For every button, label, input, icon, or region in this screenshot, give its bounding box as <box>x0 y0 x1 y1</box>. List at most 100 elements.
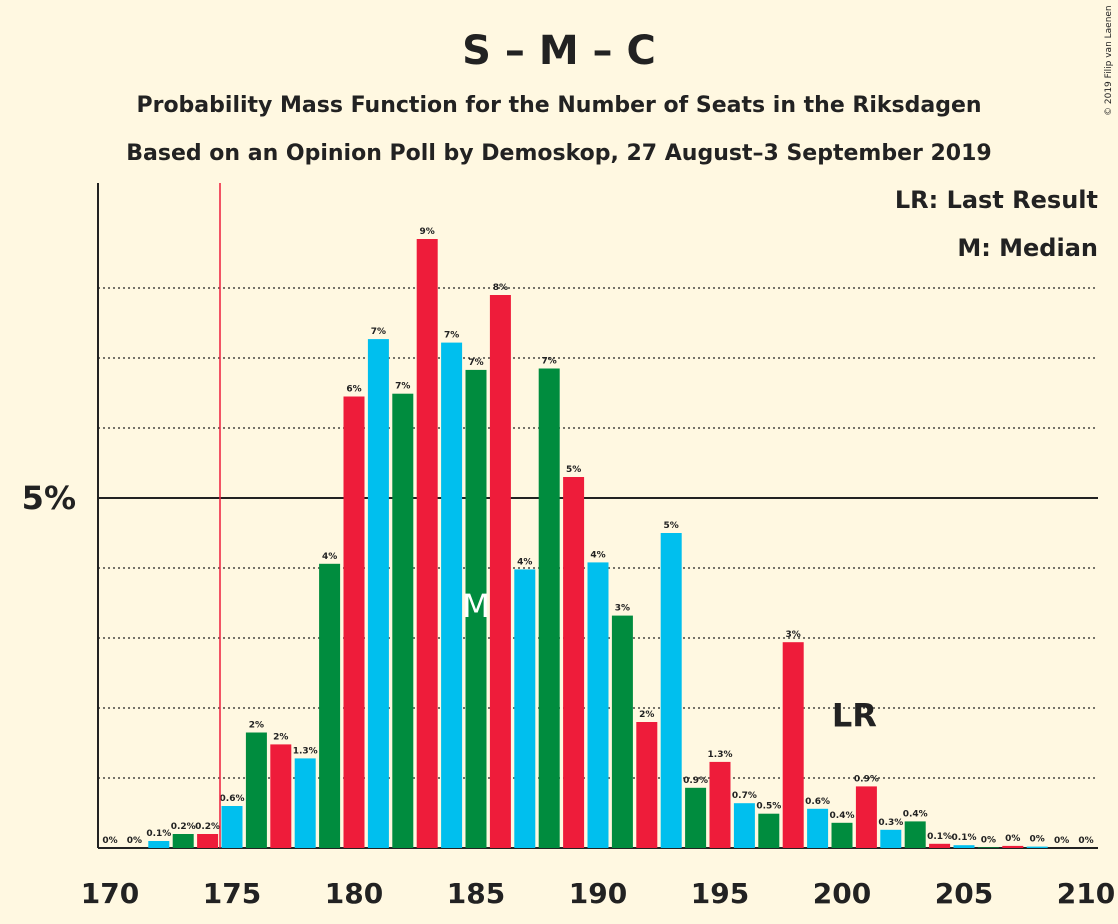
x-tick-180: 180 <box>325 877 383 910</box>
bar-label-seat-175: 0.6% <box>220 794 245 804</box>
bar-seat-177 <box>270 744 292 848</box>
bar-seat-189 <box>563 477 585 848</box>
bar-label-seat-177: 2% <box>273 732 288 742</box>
bar-label-seat-170: 0% <box>102 836 117 846</box>
bar-seat-185 <box>465 369 487 848</box>
bar-seat-191 <box>611 615 633 848</box>
bar-label-seat-182: 7% <box>395 382 410 392</box>
x-tick-170: 170 <box>81 877 139 910</box>
x-tick-195: 195 <box>691 877 749 910</box>
bar-label-seat-192: 2% <box>639 710 654 720</box>
bar-label-seat-187: 4% <box>517 557 532 567</box>
bar-label-seat-174: 0.2% <box>195 822 220 832</box>
bar-labels-group: 0% 0%0.1%0.2% 0.2%0.6%2%2%1.3%4%6%7%7%9%7%… <box>102 227 1093 846</box>
bar-seat-186 <box>489 295 511 848</box>
copyright-note: © 2019 Filip van Laenen <box>1104 5 1114 116</box>
median-marker: M <box>462 587 490 625</box>
bar-seat-175 <box>221 806 243 848</box>
legend-last-result: LR: Last Result <box>895 186 1098 214</box>
bar-seat-195 <box>709 761 731 848</box>
bar-seat-194 <box>685 787 707 848</box>
bar-label-seat-178: 1.3% <box>293 746 318 756</box>
bar-seat-203 <box>904 821 926 848</box>
bar-label-seat-198: 3% <box>786 630 801 640</box>
bar-label-seat-204: 0.1% <box>927 832 952 842</box>
bar-seat-182 <box>392 393 414 848</box>
bar-label-seat-201: 0.9% <box>854 774 879 784</box>
y-tick-label-5-percent: 5% <box>22 479 76 517</box>
bar-label-seat-206: 0% <box>981 835 996 845</box>
bar-label-seat-183: 9% <box>420 227 435 237</box>
bar-label-seat-208: 0% <box>1030 835 1045 845</box>
bar-label-seat-199: 0.6% <box>805 797 830 807</box>
bar-seat-192 <box>636 722 658 848</box>
bar-label-seat-197: 0.5% <box>756 802 781 812</box>
bar-seat-187 <box>514 569 536 848</box>
chart-title: S – M – C <box>462 28 656 74</box>
bar-label-seat-189: 5% <box>566 465 581 475</box>
x-tick-185: 185 <box>447 877 505 910</box>
bar-label-seat-203: 0.4% <box>903 809 928 819</box>
bar-seat-181 <box>367 339 389 848</box>
bar-seat-193 <box>660 533 682 848</box>
bar-label-seat-190: 4% <box>590 550 605 560</box>
bar-label-seat-205: 0.1% <box>952 833 977 843</box>
chart-subtitle-poll: Based on an Opinion Poll by Demoskop, 27… <box>126 141 991 166</box>
bar-seat-190 <box>587 562 609 848</box>
bar-label-seat-207: 0% <box>1005 834 1020 844</box>
bar-label-seat-184: 7% <box>444 331 459 341</box>
bar-seat-204 <box>929 843 951 848</box>
bar-label-seat-202: 0.3% <box>878 818 903 828</box>
bar-label-seat-188: 7% <box>542 357 557 367</box>
bar-label-seat-200: 0.4% <box>830 811 855 821</box>
x-tick-175: 175 <box>203 877 261 910</box>
bar-seat-206 <box>977 847 999 848</box>
bar-seat-183 <box>416 239 438 848</box>
bar-seat-173 <box>172 834 194 848</box>
bar-label-seat-180: 6% <box>346 385 361 395</box>
bar-seat-176 <box>245 732 267 848</box>
bar-label-seat-179: 4% <box>322 552 337 562</box>
bar-label-seat-186: 8% <box>493 283 508 293</box>
legend-median: M: Median <box>957 234 1098 262</box>
bar-seat-196 <box>733 803 755 848</box>
bar-seat-178 <box>294 758 316 848</box>
bar-label-seat-196: 0.7% <box>732 791 757 801</box>
bar-seat-201 <box>855 786 877 848</box>
bar-seat-180 <box>343 396 365 848</box>
bar-label-seat-209: 0% <box>1054 836 1069 846</box>
bar-seat-184 <box>441 342 463 848</box>
bars-group <box>148 239 1048 848</box>
bar-seat-179 <box>319 563 341 848</box>
bar-seat-205 <box>953 845 975 848</box>
chart-subtitle: Probability Mass Function for the Number… <box>136 93 981 118</box>
bar-label-seat-194: 0.9% <box>683 776 708 786</box>
bar-label-seat-191: 3% <box>615 604 630 614</box>
bar-seat-208 <box>1026 846 1048 848</box>
bar-seat-188 <box>538 368 560 848</box>
x-tick-labels: 170 175 180 185 190 195 200 205 210 <box>81 877 1115 910</box>
bar-seat-174 <box>197 834 219 848</box>
bar-label-seat-210: 0% <box>1078 836 1093 846</box>
x-tick-210: 210 <box>1057 877 1115 910</box>
bar-seat-197 <box>758 813 780 848</box>
bar-label-seat-193: 5% <box>664 521 679 531</box>
x-tick-200: 200 <box>813 877 871 910</box>
bar-seat-202 <box>880 829 902 848</box>
bar-label-seat-195: 1.3% <box>708 750 733 760</box>
bar-label-seat-172: 0.1% <box>146 829 171 839</box>
bar-seat-207 <box>1002 845 1024 848</box>
last-result-label: LR <box>832 696 877 734</box>
bar-label-seat-173: 0.2% <box>171 822 196 832</box>
x-tick-205: 205 <box>935 877 993 910</box>
bar-seat-198 <box>782 642 804 848</box>
bar-label-seat-185: 7% <box>468 358 483 368</box>
bar-label-seat-181: 7% <box>371 327 386 337</box>
x-tick-190: 190 <box>569 877 627 910</box>
bar-label-seat-176: 2% <box>249 721 264 731</box>
bar-seat-172 <box>148 841 170 848</box>
bar-seat-199 <box>807 808 829 848</box>
bar-label-seat-171: 0% <box>127 836 142 846</box>
bar-seat-200 <box>831 822 853 848</box>
